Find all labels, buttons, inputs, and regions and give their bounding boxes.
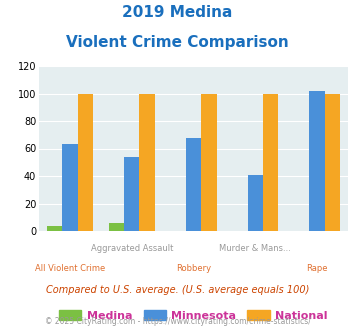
Text: 2019 Medina: 2019 Medina [122, 5, 233, 20]
Bar [186, 138, 201, 231]
Text: Rape: Rape [306, 264, 328, 273]
Bar [325, 93, 340, 231]
Text: © 2025 CityRating.com - https://www.cityrating.com/crime-statistics/: © 2025 CityRating.com - https://www.city… [45, 317, 310, 326]
Bar [140, 93, 155, 231]
Text: Violent Crime Comparison: Violent Crime Comparison [66, 35, 289, 50]
Bar [309, 91, 325, 231]
Bar [263, 93, 278, 231]
Text: Compared to U.S. average. (U.S. average equals 100): Compared to U.S. average. (U.S. average … [46, 285, 309, 295]
Bar [47, 225, 62, 231]
Bar [62, 145, 78, 231]
Bar [78, 93, 93, 231]
Text: Robbery: Robbery [176, 264, 211, 273]
Legend: Medina, Minnesota, National: Medina, Minnesota, National [55, 306, 332, 325]
Bar [124, 157, 140, 231]
Bar [109, 223, 124, 231]
Text: Aggravated Assault: Aggravated Assault [91, 244, 173, 253]
Bar [247, 175, 263, 231]
Text: All Violent Crime: All Violent Crime [35, 264, 105, 273]
Bar [201, 93, 217, 231]
Text: Murder & Mans...: Murder & Mans... [219, 244, 291, 253]
